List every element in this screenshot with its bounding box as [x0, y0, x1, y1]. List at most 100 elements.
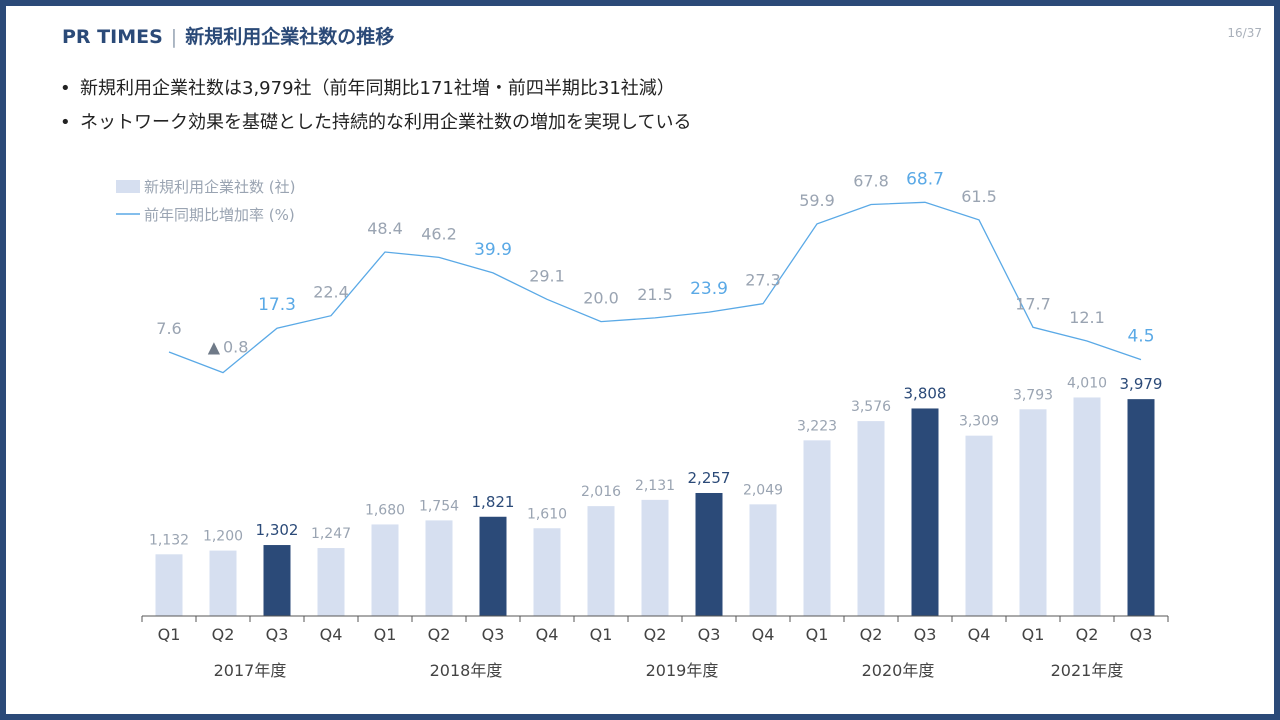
bullet-dot: • — [60, 112, 71, 133]
quarter-tick-label: Q1 — [1022, 625, 1045, 644]
bar — [371, 524, 399, 616]
quarter-tick-label: Q1 — [158, 625, 181, 644]
page-number: 16/37 — [1227, 26, 1262, 40]
bar-value-label: 3,309 — [959, 414, 999, 430]
bar — [263, 545, 291, 616]
line-value-label: 21.5 — [637, 285, 673, 304]
header-separator: | — [170, 26, 178, 48]
line-series — [168, 201, 1142, 374]
quarter-tick-label: Q4 — [752, 625, 775, 644]
bar-value-label: 3,223 — [797, 418, 837, 434]
legend-bar-swatch — [116, 180, 140, 193]
bar — [479, 516, 507, 616]
bullet-item: • 新規利用企業社数は3,979社（前年同期比171社増・前四半期比31社減） — [60, 76, 691, 110]
bar — [317, 548, 345, 616]
line-value-label: 59.9 — [799, 191, 835, 210]
fiscal-year-label: 2020年度 — [862, 661, 935, 680]
bar-value-label: 1,247 — [311, 526, 351, 542]
bar — [1073, 397, 1101, 616]
bar — [803, 440, 831, 616]
line-value-label: 22.4 — [313, 283, 349, 302]
bar-value-label: 1,821 — [472, 493, 515, 511]
line-value-label: 20.0 — [583, 289, 619, 308]
bar — [749, 504, 777, 616]
quarter-tick-label: Q4 — [968, 625, 991, 644]
quarter-tick-label: Q2 — [644, 625, 667, 644]
quarter-tick-label: Q2 — [428, 625, 451, 644]
quarter-tick-label: Q4 — [320, 625, 343, 644]
bar — [1127, 399, 1155, 616]
fiscal-year-label: 2021年度 — [1051, 661, 1124, 680]
quarter-tick-label: Q3 — [1130, 625, 1153, 644]
bar — [155, 554, 183, 616]
bar-value-label: 3,793 — [1013, 387, 1053, 403]
bar-value-label: 1,302 — [256, 521, 299, 539]
line-value-label: 7.6 — [156, 319, 181, 338]
bar-value-label: 1,132 — [149, 532, 189, 548]
bar-series — [155, 397, 1155, 616]
bar-value-label: 1,754 — [419, 498, 459, 514]
line-value-label: 17.3 — [258, 295, 296, 315]
quarter-tick-label: Q3 — [914, 625, 937, 644]
quarter-tick-label: Q1 — [374, 625, 397, 644]
bar — [911, 408, 939, 616]
quarter-tick-label: Q2 — [1076, 625, 1099, 644]
bullet-text: 新規利用企業社数は3,979社（前年同期比171社増・前四半期比31社減） — [80, 78, 675, 99]
quarter-tick-label: Q4 — [536, 625, 559, 644]
brand-name: PR TIMES — [62, 26, 163, 48]
bar — [1019, 409, 1047, 616]
negative-marker-icon: ▲ — [208, 338, 221, 357]
bar-value-label: 3,808 — [904, 384, 947, 402]
bar-value-label: 2,016 — [581, 484, 621, 500]
bar — [425, 520, 453, 616]
bar — [695, 492, 723, 616]
bar-value-label: 2,131 — [635, 478, 675, 494]
line-value-label: 4.5 — [1127, 327, 1154, 347]
fiscal-year-label: 2019年度 — [646, 661, 719, 680]
bar-value-label: 1,200 — [203, 529, 243, 545]
bar — [533, 528, 561, 616]
bar-value-label: 2,257 — [688, 469, 731, 487]
bullet-text: ネットワーク効果を基礎とした持続的な利用企業社数の増加を実現している — [80, 112, 692, 133]
fiscal-year-label: 2018年度 — [430, 661, 503, 680]
bullet-list: • 新規利用企業社数は3,979社（前年同期比171社増・前四半期比31社減） •… — [60, 76, 691, 144]
line-value-labels: 7.6 ▲ 0.8 17.3 22.4 48.4 46.2 39.9 29.1 20.0 21.5 2… — [156, 169, 1154, 356]
bar-value-labels: 1,132 1,200 1,302 1,247 1,680 1,754 1,821 1,610… — [149, 375, 1163, 548]
bar — [209, 550, 237, 616]
bar — [587, 506, 615, 616]
slide-header: PR TIMES | 新規利用企業社数の推移 — [62, 22, 394, 49]
line-value-label: 68.7 — [906, 169, 944, 189]
quarter-tick-label: Q3 — [266, 625, 289, 644]
bullet-item: • ネットワーク効果を基礎とした持続的な利用企業社数の増加を実現している — [60, 110, 691, 144]
bar-value-label: 2,049 — [743, 482, 783, 498]
bar — [857, 421, 885, 616]
bullet-dot: • — [60, 78, 71, 99]
legend-bar-label: 新規利用企業社数 (社) — [144, 178, 295, 196]
line-value-label: 23.9 — [690, 279, 728, 299]
quarter-tick-label: Q1 — [590, 625, 613, 644]
legend-line-label: 前年同期比増加率 (%) — [144, 206, 295, 224]
line-value-label: 29.1 — [529, 266, 565, 285]
bar-value-label: 3,979 — [1120, 375, 1163, 393]
quarter-tick-label: Q2 — [212, 625, 235, 644]
line-value-label: 27.3 — [745, 271, 781, 290]
chart-legend: 新規利用企業社数 (社) 前年同期比増加率 (%) — [116, 178, 295, 224]
line-value-label: 61.5 — [961, 187, 997, 206]
line-value-label: 12.1 — [1069, 308, 1105, 327]
bar-value-label: 1,610 — [527, 506, 567, 522]
line-value-label: 67.8 — [853, 172, 889, 191]
bar — [965, 435, 993, 616]
page-title: 新規利用企業社数の推移 — [185, 26, 395, 48]
quarter-tick-label: Q3 — [698, 625, 721, 644]
quarter-tick-label: Q1 — [806, 625, 829, 644]
line-path — [168, 201, 1142, 374]
line-value-label: 46.2 — [421, 224, 457, 243]
fiscal-year-label: 2017年度 — [214, 661, 287, 680]
bar-value-label: 4,010 — [1067, 375, 1107, 391]
x-axis: Q1 Q2 Q3 Q4 Q1 Q2 Q3 Q4 Q1 Q2 Q3 Q4 Q1 Q2 Q3 Q4 Q1 Q2 Q3 20… — [141, 615, 1169, 680]
bar-value-label: 3,576 — [851, 399, 891, 415]
line-value-label: 39.9 — [474, 240, 512, 260]
bar — [641, 499, 669, 616]
